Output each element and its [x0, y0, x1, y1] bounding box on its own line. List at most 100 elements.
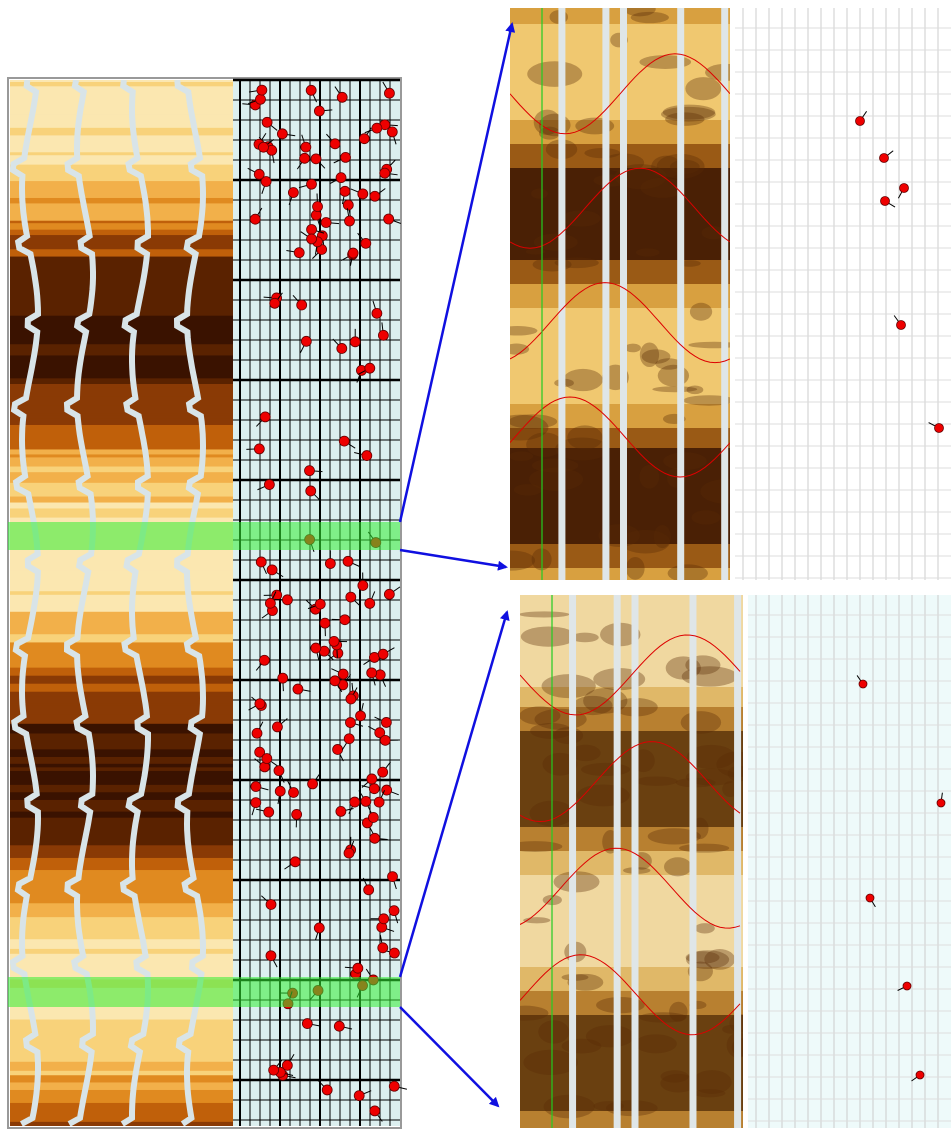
- tadpole: [255, 94, 265, 104]
- tadpole: [379, 914, 389, 924]
- image-strip: [10, 107, 233, 115]
- image-strip: [10, 562, 233, 572]
- pad-gap: [558, 8, 565, 580]
- image-strip: [10, 454, 233, 457]
- highlight-band: [8, 977, 400, 1007]
- image-blob: [539, 114, 571, 137]
- tadpole: [289, 787, 299, 797]
- tadpole: [346, 694, 356, 704]
- tadpole: [372, 308, 382, 318]
- image-strip: [10, 1020, 233, 1029]
- image-strip: [10, 316, 233, 326]
- image-strip: [10, 1036, 233, 1042]
- tadpole: [274, 766, 284, 776]
- tadpole: [278, 673, 288, 683]
- image-strip: [10, 764, 233, 768]
- tadpole: [267, 565, 277, 575]
- image-strip: [10, 628, 233, 634]
- image-blob: [554, 871, 600, 892]
- tadpole: [378, 943, 388, 953]
- image-strip: [10, 688, 233, 692]
- tadpole: [308, 779, 318, 789]
- image-track: [10, 80, 233, 1130]
- image-strip: [10, 785, 233, 793]
- image-strip: [10, 378, 233, 384]
- tadpole: [343, 556, 353, 566]
- figure: [0, 0, 951, 1130]
- tadpole: [388, 872, 398, 882]
- zoom-image-top: [487, 2, 751, 582]
- image-blob: [553, 727, 583, 744]
- highlight-band: [8, 522, 400, 550]
- tadpole: [251, 798, 261, 808]
- image-strip: [10, 384, 233, 388]
- image-blob: [508, 841, 562, 852]
- image-blob: [639, 1012, 687, 1022]
- tadpole: [333, 744, 343, 754]
- image-blob: [664, 857, 692, 876]
- tadpole: [269, 1065, 279, 1075]
- tadpole: [384, 589, 394, 599]
- tadpole: [340, 186, 350, 196]
- tadpole: [320, 618, 330, 628]
- pad-gap: [614, 595, 621, 1128]
- pad-gap: [689, 595, 696, 1128]
- tadpole: [381, 717, 391, 727]
- image-strip: [10, 268, 233, 273]
- image-strip: [10, 862, 233, 871]
- tadpole: [903, 982, 911, 990]
- tadpole: [307, 234, 317, 244]
- tadpole: [292, 809, 302, 819]
- arrow: [400, 612, 507, 977]
- tadpole: [330, 139, 340, 149]
- image-strip: [10, 508, 233, 518]
- tadpole: [294, 248, 304, 258]
- image-strip: [10, 571, 233, 576]
- tadpole: [365, 598, 375, 608]
- tadpole: [338, 669, 348, 679]
- image-strip: [10, 503, 233, 506]
- image-strip: [10, 294, 233, 303]
- tadpole: [315, 599, 325, 609]
- tadpole: [354, 1091, 364, 1101]
- image-strip: [10, 621, 233, 629]
- image-strip: [10, 558, 233, 562]
- image-strip: [10, 818, 233, 822]
- image-strip: [10, 371, 233, 379]
- image-strip: [10, 244, 233, 249]
- image-strip: [10, 576, 233, 584]
- image-strip: [10, 771, 233, 775]
- tadpole: [341, 152, 351, 162]
- image-blob: [519, 706, 560, 725]
- tadpole: [252, 728, 262, 738]
- tadpole: [389, 1081, 399, 1091]
- pad-gap: [734, 595, 741, 1128]
- image-blob: [635, 1034, 677, 1053]
- tadpole: [344, 216, 354, 226]
- image-blob: [498, 326, 538, 336]
- image-strip: [10, 870, 233, 876]
- tadpole: [367, 668, 377, 678]
- image-strip: [10, 257, 233, 264]
- pad-gap: [677, 8, 684, 580]
- tadpole: [293, 684, 303, 694]
- tadpole: [370, 1106, 380, 1116]
- image-strip: [10, 1082, 233, 1090]
- tadpole: [387, 127, 397, 137]
- image-blob: [581, 763, 630, 776]
- tadpole: [282, 1060, 292, 1070]
- image-strip: [10, 684, 233, 689]
- tadpole: [336, 173, 346, 183]
- tadpole: [330, 676, 340, 686]
- page: (() => { const data = JSON.parse(documen…: [0, 0, 951, 1130]
- tadpole: [272, 590, 282, 600]
- image-blob: [654, 525, 671, 548]
- tadpole: [272, 722, 282, 732]
- image-blob: [692, 510, 721, 524]
- image-strip: [10, 1093, 233, 1103]
- image-blob: [532, 458, 578, 472]
- tadpole: [255, 699, 265, 709]
- image-strip: [10, 595, 233, 605]
- tadpole: [859, 680, 867, 688]
- tadpole: [361, 796, 371, 806]
